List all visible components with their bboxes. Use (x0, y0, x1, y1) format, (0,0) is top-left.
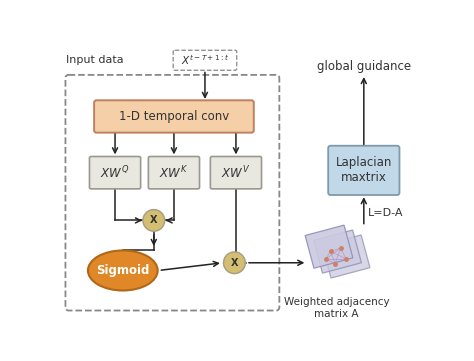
Text: Sigmoid: Sigmoid (96, 264, 149, 277)
Text: $XW^V$: $XW^V$ (221, 164, 251, 181)
Text: X: X (150, 216, 157, 225)
Circle shape (143, 210, 164, 231)
Text: L=D-A: L=D-A (368, 209, 403, 218)
FancyBboxPatch shape (94, 100, 254, 132)
Text: $XW^K$: $XW^K$ (159, 164, 189, 181)
Text: global guidance: global guidance (317, 60, 411, 73)
Text: $XW^Q$: $XW^Q$ (100, 164, 130, 181)
Text: 1-D temporal conv: 1-D temporal conv (119, 110, 229, 123)
FancyBboxPatch shape (305, 225, 353, 268)
Text: Laplacian
maxtrix: Laplacian maxtrix (336, 156, 392, 184)
Text: X: X (231, 258, 238, 268)
FancyBboxPatch shape (90, 157, 141, 189)
FancyBboxPatch shape (148, 157, 200, 189)
FancyBboxPatch shape (322, 235, 370, 278)
Circle shape (224, 252, 245, 274)
Text: Input data: Input data (66, 55, 124, 65)
Text: $X^{t-T+1:t}$: $X^{t-T+1:t}$ (181, 53, 229, 67)
FancyBboxPatch shape (328, 146, 400, 195)
Text: Weighted adjacency
matrix A: Weighted adjacency matrix A (284, 297, 390, 319)
FancyBboxPatch shape (210, 157, 262, 189)
FancyBboxPatch shape (314, 230, 361, 273)
Ellipse shape (88, 251, 158, 291)
